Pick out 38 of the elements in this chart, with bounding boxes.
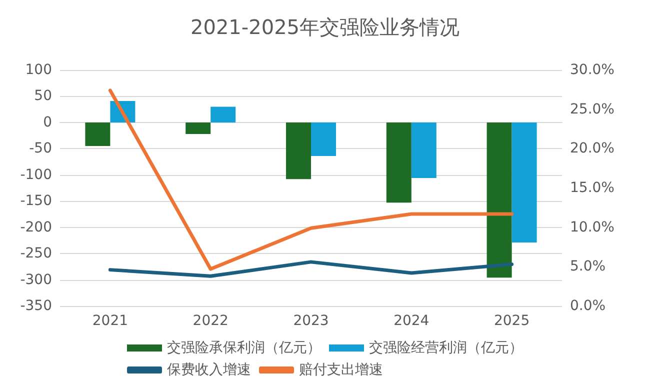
bar bbox=[386, 122, 412, 203]
y-tick-label: -50 bbox=[29, 140, 52, 157]
x-tick-label: 2023 bbox=[293, 313, 329, 329]
chart-title: 2021-2025年交强险业务情况 bbox=[190, 15, 460, 39]
line-series bbox=[108, 88, 514, 271]
x-tick-label: 2025 bbox=[494, 313, 530, 329]
y2-tick-label: 30.0% bbox=[570, 62, 614, 78]
y-tick-label: 50 bbox=[34, 88, 52, 104]
y2-tick-label: 10.0% bbox=[570, 219, 614, 236]
bar bbox=[512, 122, 537, 243]
y-tick-label: 0 bbox=[43, 114, 52, 130]
bar bbox=[486, 122, 512, 278]
y-tick-label: -350 bbox=[20, 298, 52, 314]
y-tick-label: -300 bbox=[20, 272, 52, 288]
bar bbox=[411, 122, 436, 178]
bar bbox=[210, 106, 236, 122]
line-series bbox=[108, 260, 514, 278]
legend-label: 保费收入增速 bbox=[167, 362, 251, 378]
y-tick-label: -150 bbox=[20, 193, 52, 210]
y-tick-label: -100 bbox=[20, 166, 52, 183]
bar bbox=[286, 122, 311, 180]
x-tick-label: 2024 bbox=[394, 313, 430, 329]
x-tick-label: 2022 bbox=[192, 313, 228, 329]
bar bbox=[186, 122, 211, 134]
y2-tick-label: 0.0% bbox=[570, 298, 606, 314]
legend-label: 交强险承保利润（亿元） bbox=[167, 340, 321, 356]
y-tick-label: -200 bbox=[20, 219, 52, 236]
y-tick-label: -250 bbox=[20, 246, 52, 262]
y2-tick-label: 25.0% bbox=[570, 101, 614, 118]
bar bbox=[311, 122, 336, 156]
y-tick-label: 100 bbox=[25, 62, 52, 78]
legend-label: 交强险经营利润（亿元） bbox=[369, 340, 523, 356]
legend-label: 赔付支出增速 bbox=[299, 362, 383, 378]
y2-tick-label: 15.0% bbox=[570, 180, 614, 196]
bar bbox=[85, 122, 110, 146]
y2-tick-label: 5.0% bbox=[570, 258, 606, 275]
x-tick-label: 2021 bbox=[92, 313, 128, 329]
y2-tick-label: 20.0% bbox=[570, 140, 614, 157]
